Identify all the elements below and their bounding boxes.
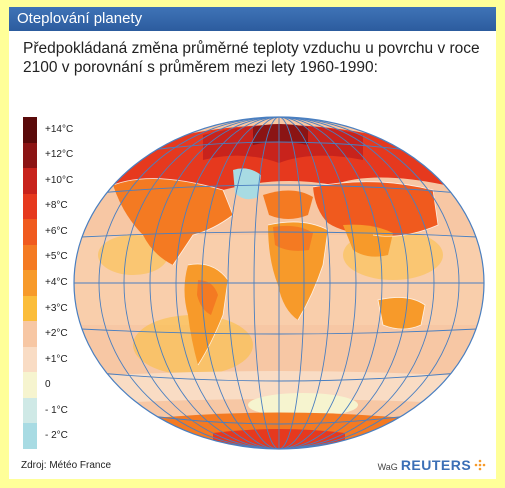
legend-label: +10°C <box>45 174 74 186</box>
south-america <box>184 264 228 365</box>
legend-label: +2°C <box>45 328 68 340</box>
infographic-frame: Oteplování planety Předpokládaná změna p… <box>9 7 496 479</box>
globe-outline <box>73 116 485 450</box>
legend-label: +14°C <box>45 123 74 135</box>
page-title: Oteplování planety <box>17 10 143 27</box>
color-legend: +14°C +12°C +10°C +8°C +6°C +5°C +4°C +3°C +2°C +… <box>23 117 123 450</box>
legend-swatch <box>23 321 37 348</box>
logo-prefix: WaG <box>377 462 398 472</box>
legend-swatch <box>23 142 37 169</box>
reuters-logo: WaG REUTERS <box>378 457 486 473</box>
north-america <box>113 178 233 265</box>
legend-label: +6°C <box>45 225 68 237</box>
title-bar: Oteplování planety <box>9 7 496 31</box>
legend-label: +5°C <box>45 251 68 263</box>
logo-brand: REUTERS <box>400 457 472 473</box>
legend-swatch <box>23 244 37 271</box>
graticule <box>74 117 484 449</box>
legend-label: +1°C <box>45 353 68 365</box>
europe <box>263 190 313 219</box>
legend-label: - 1°C <box>45 404 68 416</box>
legend-swatch <box>23 219 37 246</box>
legend-label: +12°C <box>45 149 74 161</box>
legend-label: 0 <box>45 379 51 391</box>
legend-label: +3°C <box>45 302 68 314</box>
subtitle: Předpokládaná změna průměrné teploty vzd… <box>23 40 480 76</box>
legend-swatch <box>23 117 37 143</box>
source-credit: Zdroj: Météo France <box>21 460 112 471</box>
world-map <box>73 116 485 450</box>
legend-swatch <box>23 346 37 373</box>
legend-swatch <box>23 372 37 399</box>
legend-swatch <box>23 193 37 220</box>
legend-swatch <box>23 295 37 322</box>
south-atlantic-warm-patch <box>133 315 253 375</box>
legend-label: +4°C <box>45 277 68 288</box>
reuters-dots-icon <box>474 459 486 471</box>
legend-swatch <box>23 168 37 195</box>
arctic-core <box>203 125 363 163</box>
legend-swatch <box>23 423 37 450</box>
legend-label: - 2°C <box>45 430 68 442</box>
legend-swatch <box>23 270 37 297</box>
legend-swatch <box>23 397 37 424</box>
north-atlantic-cool-patch <box>233 168 261 200</box>
australia <box>378 297 425 329</box>
southern-neutral-patch <box>248 393 358 417</box>
legend-label: +8°C <box>45 200 68 212</box>
